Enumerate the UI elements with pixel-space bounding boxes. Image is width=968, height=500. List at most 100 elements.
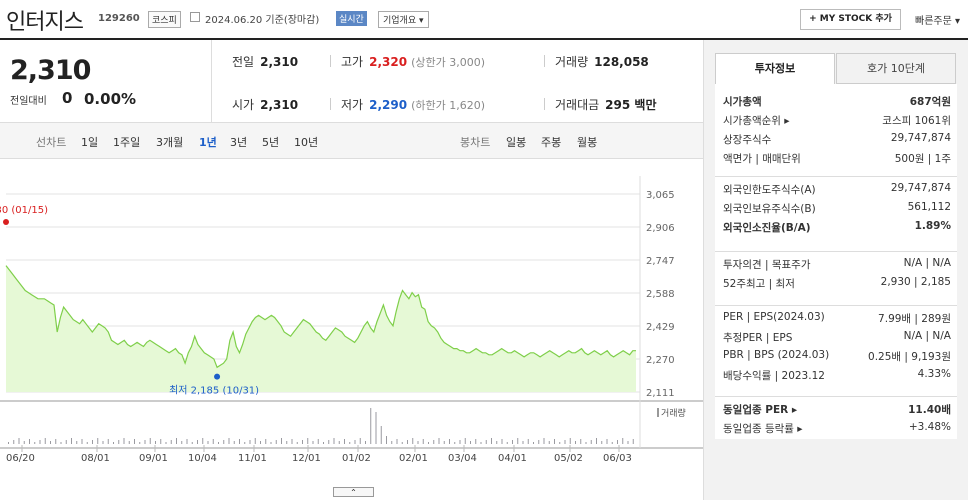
- volume-bar: [18, 438, 20, 444]
- volume-bar: [260, 441, 261, 444]
- y-tick-label: 2,429: [646, 322, 675, 333]
- info-row-label: 상장주식수: [723, 134, 772, 146]
- volume-bar: [307, 438, 309, 444]
- info-row: 추정PER | EPS N/A | N/A: [723, 330, 951, 348]
- volume-bar: [86, 442, 88, 444]
- volume-bar: [554, 439, 555, 444]
- volume-bar: [13, 440, 15, 444]
- volume-bar: [8, 442, 9, 444]
- period-1d[interactable]: 1일: [81, 136, 99, 149]
- volume-bar: [328, 440, 330, 444]
- group-divider: [715, 251, 957, 252]
- volume-bar: [233, 441, 235, 444]
- volume-bar: [123, 438, 125, 444]
- info-row: 상장주식수 29,747,874: [723, 132, 951, 150]
- price-chart[interactable]: 3,065 2,906 2,747 2,588 2,429 2,270 2,111 최고 2,…: [0, 160, 703, 490]
- volume-bar: [475, 439, 477, 444]
- volume-bar: [527, 439, 529, 444]
- period-1w[interactable]: 1주일: [113, 136, 141, 149]
- my-stock-add-button[interactable]: + MY STOCK 추가: [800, 9, 901, 30]
- volume-bar: [160, 439, 162, 444]
- candle-chart-label: 봉차트: [460, 136, 491, 149]
- stock-header: 인터지스 129260 코스피 2024.06.20 기준(장마감) 실시간 기…: [0, 0, 968, 38]
- volume-bar: [543, 438, 545, 444]
- high-annotation: 최고 2,930 (01/15): [0, 204, 48, 216]
- info-row-value: 500원 | 1주: [894, 153, 951, 165]
- info-row-label: 동일업종 PER ▸: [723, 404, 798, 416]
- low-value: 2,290: [369, 98, 408, 112]
- volume-bar: [401, 442, 403, 444]
- info-row: 시가총액 687억원: [723, 94, 951, 112]
- chart-period-bar: 선차트 1일 1주일 3개월 1년 3년 5년 10년 봉차트 일봉 주봉 월봉: [0, 123, 703, 159]
- volume-bar: [396, 439, 398, 444]
- volume-bar: [590, 440, 592, 444]
- volume-bar: [44, 438, 46, 444]
- volume-bar: [344, 439, 345, 444]
- volume-bar: [464, 438, 466, 444]
- collapse-chart-button[interactable]: ⌃: [333, 487, 374, 497]
- volume-bar: [627, 441, 629, 444]
- info-row-label: 외국인소진율(B/A): [723, 222, 811, 234]
- y-tick-label: 2,270: [646, 355, 675, 366]
- stat-volume: 거래량 128,058: [555, 53, 649, 70]
- volume-bar: [249, 440, 251, 444]
- volume-bar: [113, 442, 114, 444]
- info-row-value: N/A | N/A: [903, 330, 951, 342]
- volume-bar: [428, 442, 429, 444]
- volume-bar: [512, 440, 513, 444]
- volume-bar: [128, 441, 130, 444]
- period-1y[interactable]: 1년: [199, 136, 217, 149]
- current-price: 2,310: [10, 55, 91, 86]
- volume-bar: [359, 438, 361, 444]
- info-row: 외국인보유주식수(B) 561,112: [723, 201, 951, 219]
- tab-hoga[interactable]: 호가 10단계: [836, 53, 956, 84]
- period-10y[interactable]: 10년: [294, 136, 319, 149]
- stock-name: 인터지스: [6, 10, 84, 35]
- volume-bar: [81, 439, 83, 444]
- company-info-dropdown[interactable]: 기업개요 ▾: [378, 11, 429, 28]
- line-chart-label: 선차트: [36, 136, 67, 149]
- info-row: PBR | BPS (2024.03) 0.25배 | 9,193원: [723, 349, 951, 367]
- volume-bar: [601, 441, 603, 444]
- volume-bar: [522, 441, 524, 444]
- volume-bar: [107, 439, 109, 444]
- candle-monthly[interactable]: 월봉: [577, 136, 598, 149]
- y-tick-label: 2,588: [646, 289, 675, 300]
- period-3y[interactable]: 3년: [230, 136, 248, 149]
- volume-bar: [165, 442, 167, 444]
- candle-daily[interactable]: 일봉: [506, 136, 527, 149]
- volume-bar: [39, 440, 41, 444]
- volume-bar: [60, 442, 62, 444]
- info-row-value: 코스피 1061위: [882, 115, 951, 127]
- volume-bar: [55, 439, 57, 444]
- volume-bar: [606, 439, 608, 444]
- realtime-button[interactable]: 실시간: [336, 11, 367, 26]
- tab-invest-info[interactable]: 투자정보: [715, 53, 835, 84]
- info-row-label: PER | EPS(2024.03): [723, 311, 825, 323]
- volume-bar: [149, 438, 151, 444]
- x-tick-label: 12/01: [292, 453, 321, 464]
- info-row-value: 29,747,874: [890, 182, 951, 194]
- info-row-label: 외국인보유주식수(B): [723, 203, 816, 215]
- volume-bar: [548, 441, 550, 444]
- volume-bar: [449, 439, 450, 444]
- volume-bar: [611, 442, 613, 444]
- period-3m[interactable]: 3개월: [156, 136, 184, 149]
- prev-label: 전일: [232, 55, 255, 69]
- candle-weekly[interactable]: 주봉: [541, 136, 562, 149]
- period-5y[interactable]: 5년: [262, 136, 280, 149]
- quick-order-dropdown[interactable]: 빠른주문 ▾: [915, 16, 960, 27]
- y-tick-label: 2,747: [646, 256, 675, 267]
- volume-bar: [333, 438, 335, 444]
- volume-bar: [496, 441, 498, 444]
- volume-bar: [317, 439, 319, 444]
- price-area: [6, 265, 636, 392]
- info-row-value: +3.48%: [908, 421, 951, 433]
- volume-bar: [176, 438, 177, 444]
- info-row-value: 7.99배 | 289원: [878, 313, 951, 325]
- volume-bar: [596, 438, 597, 444]
- volume-bar: [454, 442, 456, 444]
- volume-bar: [170, 440, 172, 444]
- volume-bar: [480, 442, 482, 444]
- stat-amount: 거래대금 295 백만: [555, 96, 656, 113]
